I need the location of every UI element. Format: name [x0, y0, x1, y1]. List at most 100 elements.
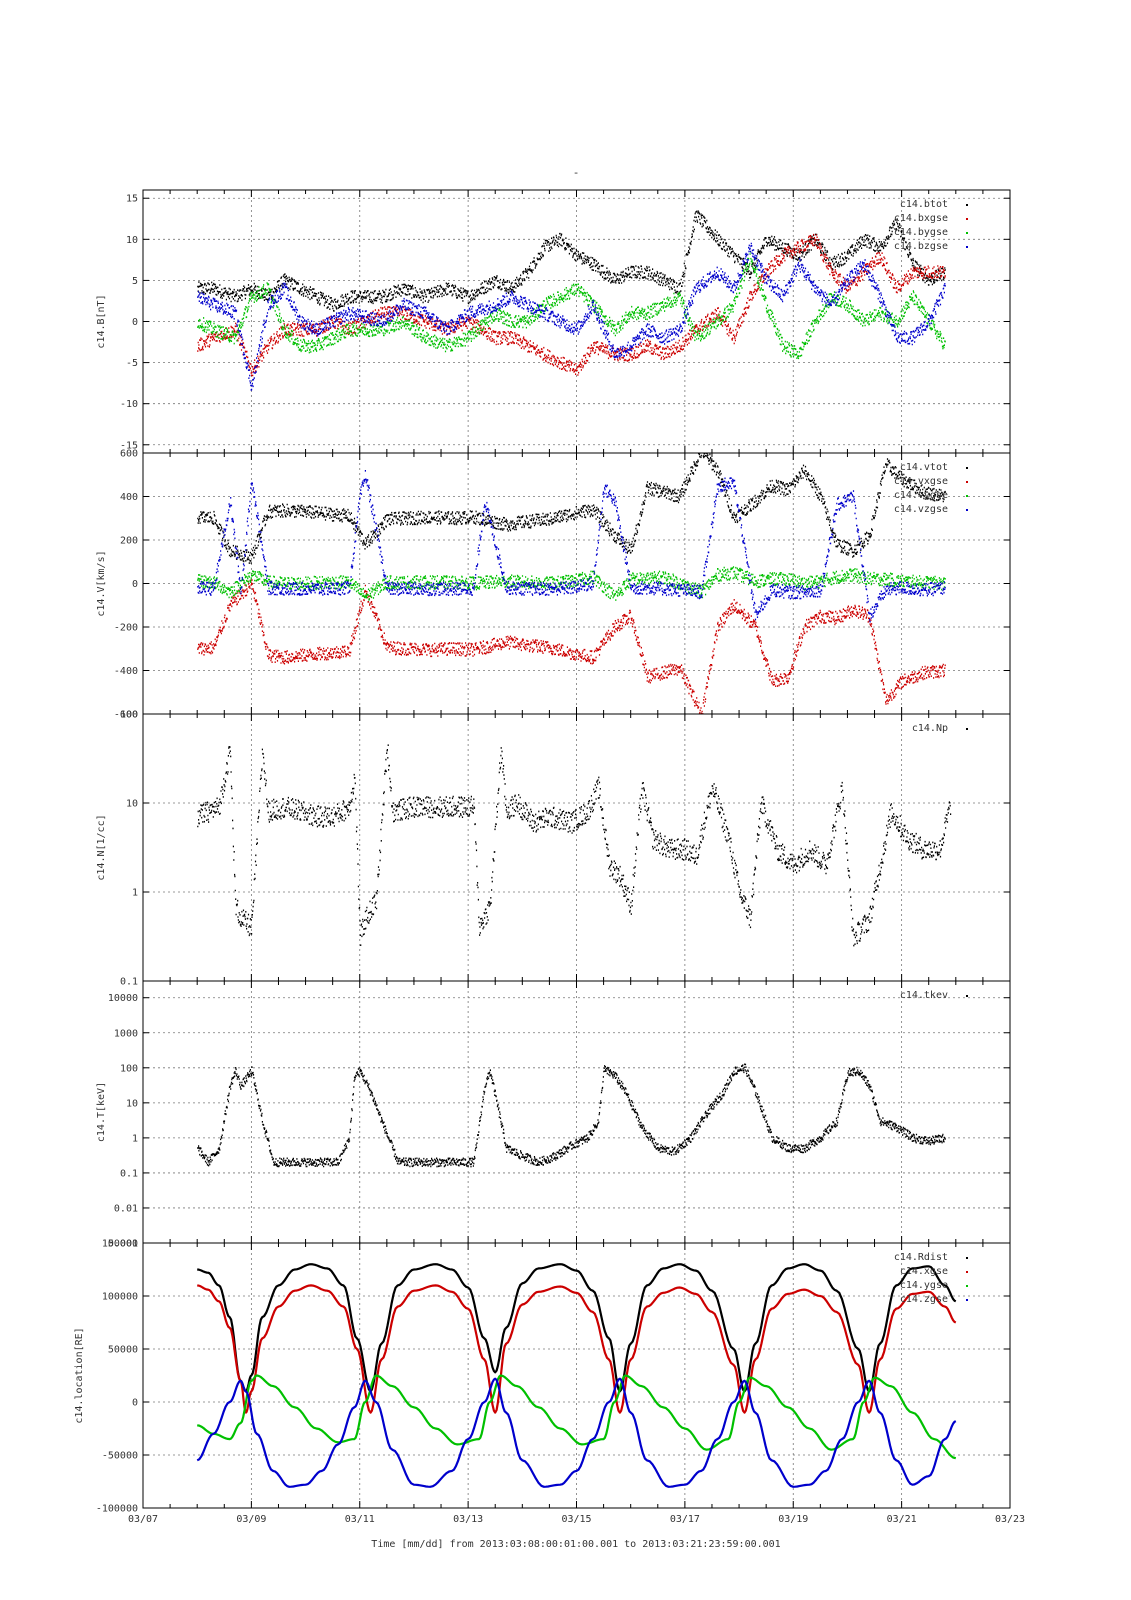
y-tick-label: 600 — [120, 449, 138, 460]
series-points — [197, 242, 946, 391]
y-tick-label: 100 — [120, 1063, 138, 1074]
y-tick-label: -600 — [114, 710, 138, 721]
panel-1: 15 10 5 0 -5 -10 -15 c14.B[nT] c14.btot c14.bxgse… — [96, 189, 1011, 454]
x-tick-label: 03/09 — [236, 1514, 266, 1525]
panel-2: 600 400 200 0 -200 -400 -600 c14.V[km/s] c14.vto… — [96, 449, 1011, 721]
y-tick-label: -10 — [120, 399, 138, 410]
legend-label: c14.vzgse — [894, 504, 948, 515]
x-tick-label: 03/13 — [453, 1514, 483, 1525]
series-c14-Np — [197, 744, 952, 947]
series-line — [196, 1377, 957, 1488]
y-tick-label: 0.001 — [108, 1239, 138, 1250]
grid — [143, 981, 1010, 1243]
y-tick-label: 1 — [132, 888, 138, 899]
x-tick-label: 03/17 — [670, 1514, 700, 1525]
legend-marker — [966, 1299, 968, 1301]
series-c14-btot — [197, 210, 946, 312]
y-tick-label: 400 — [120, 492, 138, 503]
y-tick-label: 0 — [132, 1398, 138, 1409]
panel-5: 150000 100000 50000 0 -50000 -100000 c14.locat… — [74, 1239, 1025, 1526]
series-points — [197, 210, 946, 312]
y-tick-label: 0 — [132, 579, 138, 590]
y-tick-label: 0.01 — [114, 1203, 138, 1214]
y-tick-label: -200 — [114, 623, 138, 634]
legend-label: c14.vygse — [894, 490, 948, 501]
y-tick-label: 10 — [126, 799, 138, 810]
series-points — [197, 470, 946, 623]
y-tick-label: 15 — [126, 194, 138, 205]
x-tick-label: 03/19 — [778, 1514, 808, 1525]
series-c14-bxgse — [197, 233, 946, 377]
legend-label: c14.tkev — [900, 990, 948, 1001]
y-tick-label: 150000 — [102, 1239, 138, 1250]
series-points — [197, 566, 946, 601]
series-c14-zgse — [196, 1377, 957, 1488]
legend-label: c14.ygse — [900, 1280, 948, 1291]
legend-marker — [966, 1257, 968, 1259]
y-tick-label: 100 — [120, 710, 138, 721]
legend-marker — [966, 1285, 968, 1287]
x-tick-label: 03/21 — [887, 1514, 917, 1525]
y-tick-label: 0.1 — [120, 1168, 138, 1179]
y-tick-label: 0.1 — [120, 977, 138, 988]
series-line — [197, 1374, 957, 1460]
legend-label: c14.Rdist — [894, 1252, 948, 1263]
legend-marker — [966, 204, 968, 206]
series-c14-vygse — [197, 566, 946, 601]
series-c14-bzgse — [197, 242, 946, 391]
series-c14-vtot — [197, 453, 946, 564]
legend-label: c14.xgse — [900, 1266, 948, 1277]
legend-marker — [966, 495, 968, 497]
y-tick-label: -50000 — [102, 1451, 138, 1462]
y-tick-label: 0 — [132, 317, 138, 328]
legend-marker — [966, 232, 968, 234]
series-c14-vzgse — [197, 470, 946, 623]
data-layer — [197, 1063, 946, 1168]
legend-label: c14.btot — [900, 199, 948, 210]
y-tick-label: 1000 — [114, 1028, 138, 1039]
grid — [143, 190, 1010, 453]
y-tick-label: 10 — [126, 235, 138, 246]
y-axis-label: c14.N[1/cc] — [96, 814, 107, 880]
grid — [143, 714, 1010, 981]
legend-label: c14.vtot — [900, 462, 948, 473]
series-c14-xgse — [197, 1284, 957, 1414]
y-tick-label: 100000 — [102, 1292, 138, 1303]
y-tick-label: 50000 — [108, 1345, 138, 1356]
legend-marker — [966, 995, 968, 997]
x-tick-label: 03/07 — [128, 1514, 158, 1525]
series-line — [197, 1263, 957, 1393]
series-c14-Rdist — [197, 1263, 957, 1393]
x-tick-label: 03/11 — [345, 1514, 375, 1525]
panel-3: 100 10 1 0.1 c14.N[1/cc] c14.Np — [96, 710, 1011, 988]
y-tick-label: -5 — [126, 358, 138, 369]
x-tick-label: 03/23 — [995, 1514, 1025, 1525]
legend-marker — [966, 728, 968, 730]
series-c14-ygse — [197, 1374, 957, 1460]
legend-label: c14.bygse — [894, 227, 948, 238]
series-c14-tkev — [197, 1063, 946, 1168]
data-layer — [197, 744, 952, 947]
legend-marker — [966, 509, 968, 511]
y-tick-label: 10 — [126, 1098, 138, 1109]
legend-marker — [966, 467, 968, 469]
series-points — [197, 251, 946, 360]
figure-top-mark: - — [573, 166, 580, 179]
series-c14-vxgse — [197, 579, 946, 714]
x-axis-label: Time [mm/dd] from 2013:03:08:00:01:00.00… — [371, 1539, 780, 1550]
y-tick-label: 5 — [132, 276, 138, 287]
legend-label: c14.vxgse — [894, 476, 948, 487]
series-c14-bygse — [197, 251, 946, 360]
panel-4: 10000 1000 100 10 1 0.1 0.01 0.001 c14.T[keV] c14… — [96, 980, 1011, 1250]
data-layer — [197, 453, 946, 714]
y-tick-label: 1 — [132, 1133, 138, 1144]
y-axis-label: c14.B[nT] — [96, 294, 107, 348]
x-tick-label: 03/15 — [561, 1514, 591, 1525]
legend-label: c14.zgse — [900, 1294, 948, 1305]
legend-marker — [966, 1271, 968, 1273]
legend-marker — [966, 481, 968, 483]
series-points — [197, 579, 946, 714]
panels: 151050-5-10-15c14.B[nT]c14.btotc14.bxgse… — [74, 189, 1025, 1526]
y-axis-label: c14.location[RE] — [74, 1327, 85, 1423]
